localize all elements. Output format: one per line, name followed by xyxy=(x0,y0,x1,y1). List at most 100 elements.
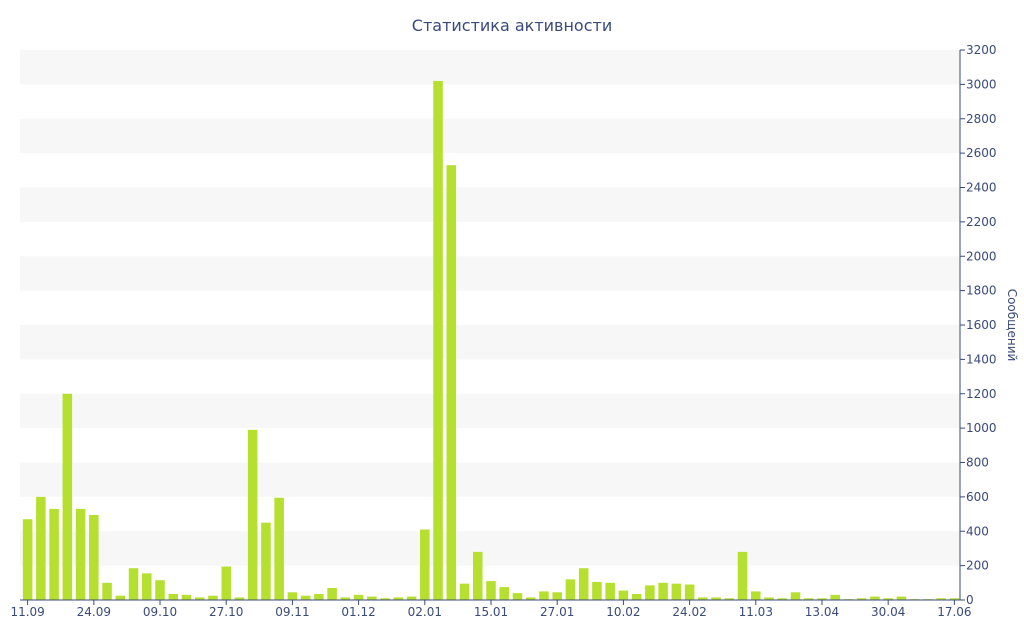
bar[interactable] xyxy=(790,592,801,600)
bar[interactable] xyxy=(472,551,483,601)
y-axis-label: Сообщений xyxy=(1005,289,1019,362)
y-tick-label: 400 xyxy=(966,524,989,538)
bar[interactable] xyxy=(936,598,946,600)
bar[interactable] xyxy=(274,497,284,600)
x-tick-label: 09.11 xyxy=(275,605,309,619)
bar[interactable] xyxy=(499,587,509,600)
y-tick-label: 2200 xyxy=(966,215,997,229)
bar[interactable] xyxy=(856,598,867,600)
bar[interactable] xyxy=(300,595,311,600)
bar[interactable] xyxy=(49,508,59,600)
bar[interactable] xyxy=(194,597,205,600)
bar[interactable] xyxy=(234,597,245,600)
bar[interactable] xyxy=(803,598,814,600)
grid-bands xyxy=(20,50,960,566)
bar[interactable] xyxy=(764,597,774,600)
bar[interactable] xyxy=(459,583,470,600)
y-tick-label: 2000 xyxy=(966,249,997,263)
bar[interactable] xyxy=(314,593,324,600)
y-tick-label: 1000 xyxy=(966,421,997,435)
bar[interactable] xyxy=(724,598,735,600)
x-tick-label: 11.09 xyxy=(10,605,44,619)
bar[interactable] xyxy=(552,592,562,600)
y-tick-label: 2600 xyxy=(966,146,997,160)
bar[interactable] xyxy=(711,597,721,600)
bar[interactable] xyxy=(883,598,893,600)
bar[interactable] xyxy=(565,579,576,601)
bar[interactable] xyxy=(327,587,337,600)
x-tick-label: 15.01 xyxy=(474,605,508,619)
bar[interactable] xyxy=(698,597,708,600)
bar[interactable] xyxy=(102,582,112,600)
bar[interactable] xyxy=(168,593,179,600)
x-tick-label: 13.04 xyxy=(805,605,839,619)
x-ticks-group: 11.09 24.09 09.10 27.10 09.11 01.12 02.01 15.01… xyxy=(10,600,972,619)
grid-band xyxy=(20,531,960,566)
bar[interactable] xyxy=(142,573,152,600)
bar[interactable] xyxy=(62,393,73,600)
bar[interactable] xyxy=(247,429,258,600)
y-tick-label: 1600 xyxy=(966,318,997,332)
bar[interactable] xyxy=(353,594,364,600)
bar[interactable] xyxy=(645,585,655,600)
bar[interactable] xyxy=(115,595,126,600)
bar[interactable] xyxy=(737,551,748,601)
bar[interactable] xyxy=(631,593,642,600)
bar[interactable] xyxy=(539,591,549,600)
bar[interactable] xyxy=(658,582,668,600)
grid-band xyxy=(20,187,960,222)
grid-band xyxy=(20,118,960,154)
bar[interactable] xyxy=(22,519,33,600)
bar[interactable] xyxy=(433,80,443,600)
bar[interactable] xyxy=(578,568,589,600)
y-tick-label: 600 xyxy=(966,490,989,504)
bar[interactable] xyxy=(393,597,404,600)
x-tick-label: 09.10 xyxy=(143,605,177,619)
bar[interactable] xyxy=(406,596,417,600)
x-tick-label: 30.04 xyxy=(871,605,905,619)
bar[interactable] xyxy=(949,598,960,600)
x-tick-label: 17.06 xyxy=(937,605,971,619)
bar[interactable] xyxy=(128,568,139,600)
bar[interactable] xyxy=(380,598,390,600)
grid-band xyxy=(20,325,960,360)
bar[interactable] xyxy=(870,596,880,600)
bar[interactable] xyxy=(525,597,536,600)
bar[interactable] xyxy=(340,597,351,600)
y-tick-label: 3200 xyxy=(966,43,997,57)
bar[interactable] xyxy=(592,581,602,600)
bar[interactable] xyxy=(684,584,695,600)
bar[interactable] xyxy=(36,496,46,601)
bar[interactable] xyxy=(671,583,682,600)
bar[interactable] xyxy=(155,580,165,600)
bar[interactable] xyxy=(89,514,99,600)
y-tick-label: 1800 xyxy=(966,284,997,298)
x-tick-label: 27.10 xyxy=(209,605,243,619)
bar[interactable] xyxy=(367,596,377,600)
bar[interactable] xyxy=(208,595,218,600)
bar[interactable] xyxy=(486,581,496,600)
bar[interactable] xyxy=(287,592,298,600)
bar[interactable] xyxy=(446,165,457,600)
bar[interactable] xyxy=(75,508,86,600)
x-tick-label: 02.01 xyxy=(408,605,442,619)
bar[interactable] xyxy=(221,566,231,600)
bar[interactable] xyxy=(420,529,430,600)
y-tick-label: 0 xyxy=(966,593,974,607)
x-tick-label: 01.12 xyxy=(341,605,375,619)
bar[interactable] xyxy=(751,591,761,600)
bar[interactable] xyxy=(817,598,827,600)
y-tick-label: 2800 xyxy=(966,112,997,126)
grid-band xyxy=(20,462,960,497)
grid-band xyxy=(20,393,960,429)
bar[interactable] xyxy=(261,522,271,600)
y-tick-label: 200 xyxy=(966,559,989,573)
bar[interactable] xyxy=(896,596,907,600)
bar[interactable] xyxy=(618,590,629,600)
bar[interactable] xyxy=(777,598,788,600)
bar[interactable] xyxy=(830,594,840,600)
bar[interactable] xyxy=(181,594,192,600)
bar[interactable] xyxy=(512,593,523,601)
bar[interactable] xyxy=(605,582,615,600)
